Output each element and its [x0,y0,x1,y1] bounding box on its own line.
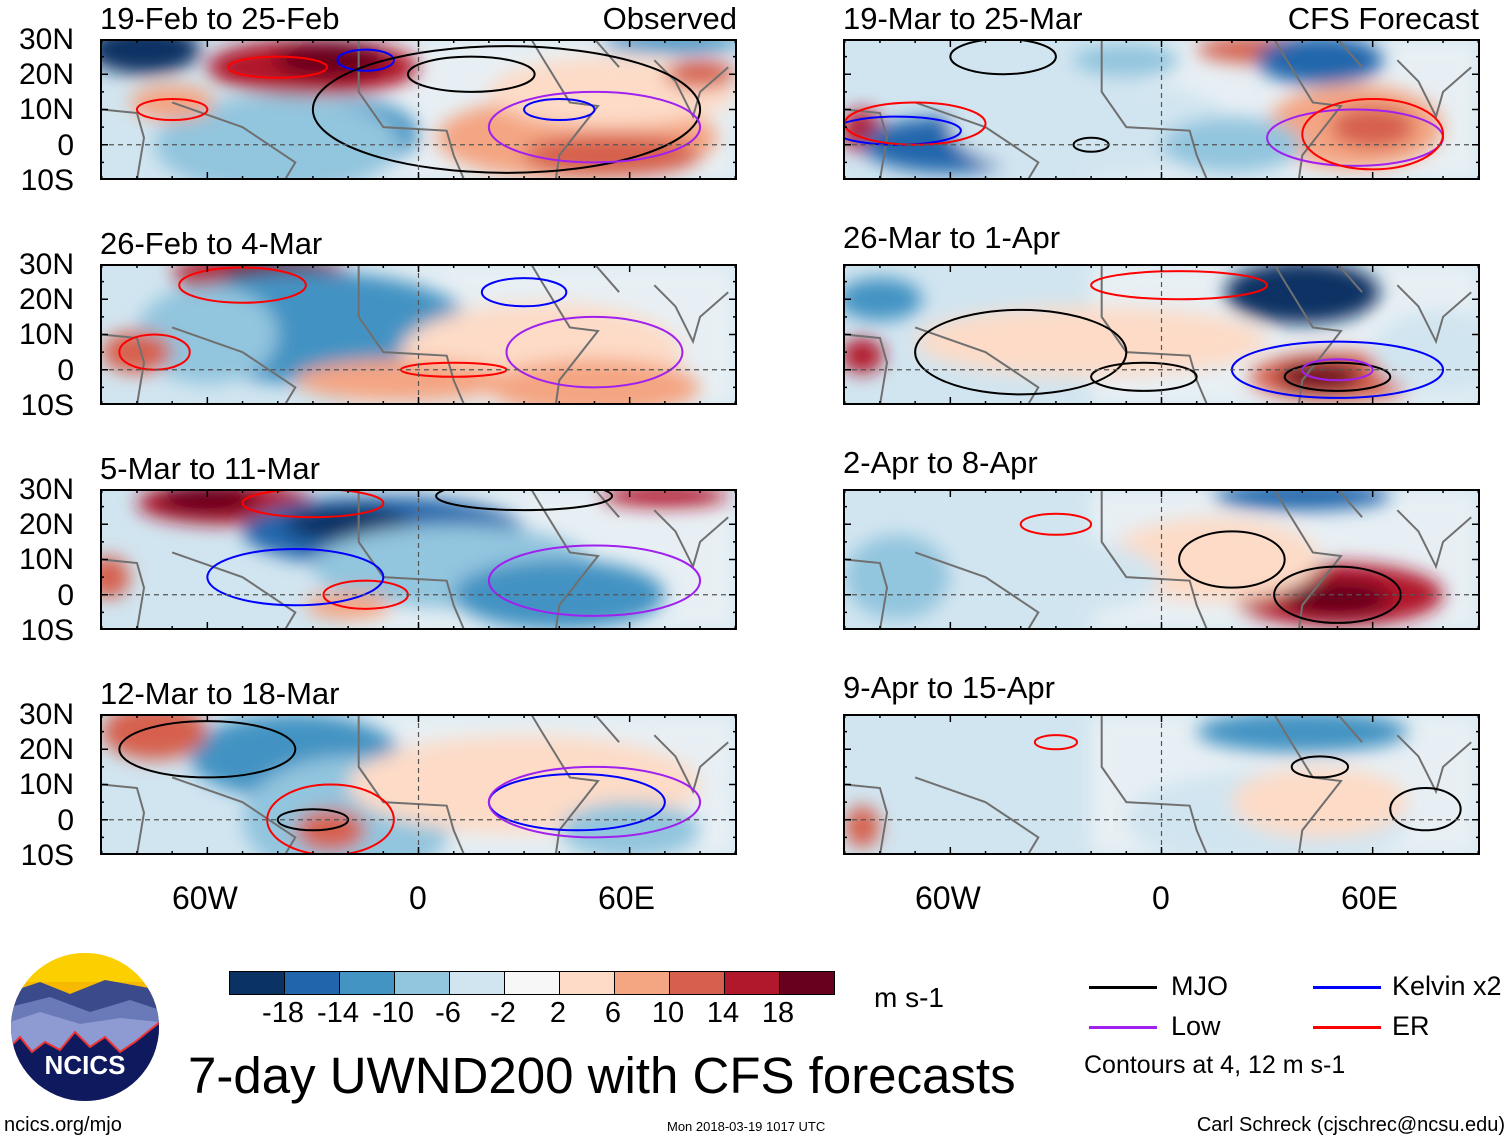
lon-label: 60E [1341,880,1398,916]
legend-label: ER [1392,1011,1430,1041]
map-panel [843,714,1480,855]
lat-label: 0 [57,578,74,612]
legend-label: Kelvin x2 [1392,971,1502,1001]
lat-label: 10N [18,768,74,802]
lat-label: 10S [20,388,74,422]
lat-label: 0 [57,803,74,837]
colorbar-tick-label: 6 [604,997,622,1029]
panel-title: 19-Mar to 25-Mar [843,1,1083,36]
colorbar-tick-label: -10 [372,997,414,1029]
lat-label: 20N [18,508,74,542]
lon-label: 60E [598,880,655,916]
panel-title: 26-Feb to 4-Mar [100,226,323,261]
map-panel [100,39,737,180]
map-panel [100,489,737,630]
observed-label: Observed [602,1,737,36]
colorbar-tick-label: -6 [435,997,461,1029]
panel-title: 5-Mar to 11-Mar [100,451,320,486]
colorbar-bin [450,972,505,994]
legend-line-er [1313,1026,1381,1029]
lon-label: 0 [409,880,427,916]
colorbar-tick-label: -18 [262,997,304,1029]
colorbar-bin [395,972,450,994]
lat-label: 30N [18,473,74,506]
lon-label: 60W [172,880,238,916]
ncics-logo: NCICS [11,953,159,1101]
lat-label: 10N [18,543,74,577]
panel-title: 9-Apr to 15-Apr [843,670,1055,705]
legend-line-low [1089,1026,1157,1029]
lat-label: 30N [18,698,74,731]
logo-text: NCICS [45,1050,126,1080]
map-panel [843,264,1480,405]
lat-label: 10S [20,613,74,647]
footer-timestamp: Mon 2018-03-19 1017 UTC [667,1119,826,1134]
colorbar-bin [780,972,834,994]
colorbar [229,971,835,995]
colorbar-bin [560,972,615,994]
colorbar-tick-label: 14 [706,997,740,1029]
colorbar-bin [670,972,725,994]
colorbar-bin [725,972,780,994]
map-panel [100,264,737,405]
colorbar-bin [340,972,395,994]
colorbar-bin [615,972,670,994]
lat-label: 10N [18,318,74,352]
lat-label: 30N [18,23,74,56]
colorbar-bin [285,972,340,994]
colorbar-tick-label: 10 [651,997,685,1029]
lat-label: 0 [57,353,74,387]
panel-title: 19-Feb to 25-Feb [100,1,340,36]
lon-label: 0 [1152,880,1170,916]
lat-label: 20N [18,283,74,317]
colorbar-tick-label: -2 [490,997,516,1029]
panel-title: 26-Mar to 1-Apr [843,220,1061,255]
map-panel [843,489,1480,630]
figure-title: 7-day UWND200 with CFS forecasts [188,1047,1016,1104]
colorbar-bin [230,972,285,994]
footer-author: Carl Schreck (cjschrec@ncsu.edu) [1196,1114,1505,1136]
legend-line-kelvin [1313,986,1381,989]
lat-label: 10S [20,163,74,197]
map-panel [100,714,737,855]
legend-label: Low [1171,1011,1221,1041]
lat-label: 20N [18,58,74,92]
lat-label: 30N [18,248,74,281]
panel-title: 12-Mar to 18-Mar [100,676,340,711]
colorbar-tick-label: -14 [317,997,359,1029]
colorbar-bin [505,972,560,994]
colorbar-tick-label: 2 [549,997,567,1029]
map-panel [843,39,1480,180]
lon-label: 60W [915,880,981,916]
colorbar-units: m s-1 [874,982,944,1013]
legend-line-mjo [1089,986,1157,989]
colorbar-tick-label: 18 [761,997,795,1029]
lat-label: 0 [57,128,74,162]
footer-url[interactable]: ncics.org/mjo [4,1114,122,1136]
lat-label: 20N [18,733,74,767]
lat-label: 10N [18,93,74,127]
forecast-label: CFS Forecast [1287,1,1479,36]
legend-label: MJO [1171,971,1228,1001]
contours-note: Contours at 4, 12 m s-1 [1084,1051,1346,1079]
panel-title: 2-Apr to 8-Apr [843,445,1038,480]
lat-label: 10S [20,838,74,872]
